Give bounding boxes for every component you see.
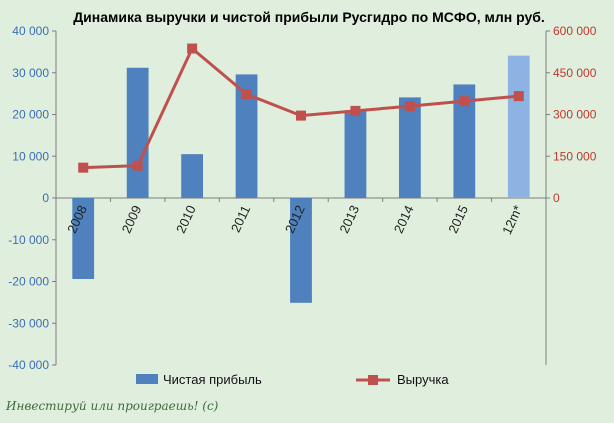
- bar-net-profit-2008: [72, 198, 95, 279]
- point-revenue-2009: [132, 160, 143, 171]
- point-revenue-2013: [350, 105, 361, 116]
- bar-net-profit-2011: [235, 74, 258, 198]
- bar-net-profit-2014: [399, 97, 421, 198]
- legend-swatch-net-profit: [136, 374, 158, 384]
- chart-title: Динамика выручки и чистой прибыли Русгид…: [73, 9, 545, 25]
- y-right-tick-label: 150 000: [553, 149, 597, 163]
- y-right-tick-label: 300 000: [553, 108, 597, 122]
- y-left-tick-label: -10 000: [8, 233, 49, 247]
- axes-group: 40 000 30 000 20 000 10 000 0 -10 000 -20 000 -…: [8, 24, 596, 372]
- line-group: [78, 43, 524, 173]
- y-right-tick-label: 600 000: [553, 24, 597, 38]
- watermark-signature: Инвестируй или проиграешь! (c): [5, 399, 219, 413]
- x-tick-labels-group: 2008 2009 2010 2011 2012 2013 2014 2015 12m*: [64, 203, 525, 237]
- legend-label-net-profit: Чистая прибыль: [163, 372, 262, 387]
- x-tick-label: 2011: [228, 203, 253, 235]
- x-tick-label: 2014: [391, 203, 417, 236]
- y-left-tick-label: 0: [42, 191, 49, 205]
- bar-net-profit-12m*: [507, 55, 530, 198]
- point-revenue-2014: [404, 101, 415, 112]
- bar-net-profit-2012: [290, 198, 312, 303]
- y-left-tick-label: -30 000: [8, 316, 49, 330]
- point-revenue-2015: [459, 96, 470, 107]
- x-tick-label: 2015: [445, 203, 471, 236]
- legend-marker-revenue: [368, 375, 378, 385]
- x-tick-label: 2010: [173, 203, 199, 236]
- bar-net-profit-2009: [126, 67, 149, 199]
- x-tick-label: 12m*: [499, 203, 525, 237]
- y-left-tick-label: -20 000: [8, 275, 49, 289]
- y-right-tick-label: 450 000: [553, 66, 597, 80]
- bar-net-profit-2013: [344, 110, 367, 198]
- y-left-tick-label: 20 000: [12, 108, 49, 122]
- point-revenue-12m*: [513, 91, 524, 102]
- y-left-tick-label: 10 000: [12, 149, 49, 163]
- bars-group: [72, 55, 530, 303]
- y-left-tick-label: -40 000: [8, 358, 49, 372]
- y-left-tick-label: 30 000: [12, 66, 49, 80]
- x-tick-label: 2013: [336, 203, 362, 236]
- point-revenue-2011: [241, 89, 252, 100]
- legend: Чистая прибыль Выручка: [136, 372, 449, 387]
- y-left-tick-label: 40 000: [12, 24, 49, 38]
- point-revenue-2012: [296, 110, 306, 121]
- x-tick-label: 2009: [119, 203, 145, 236]
- legend-label-revenue: Выручка: [397, 372, 449, 387]
- y-right-tick-label: 0: [553, 191, 560, 205]
- bar-net-profit-2010: [181, 154, 203, 198]
- point-revenue-2008: [78, 162, 89, 173]
- point-revenue-2010: [187, 43, 198, 54]
- bar-net-profit-2015: [453, 84, 476, 198]
